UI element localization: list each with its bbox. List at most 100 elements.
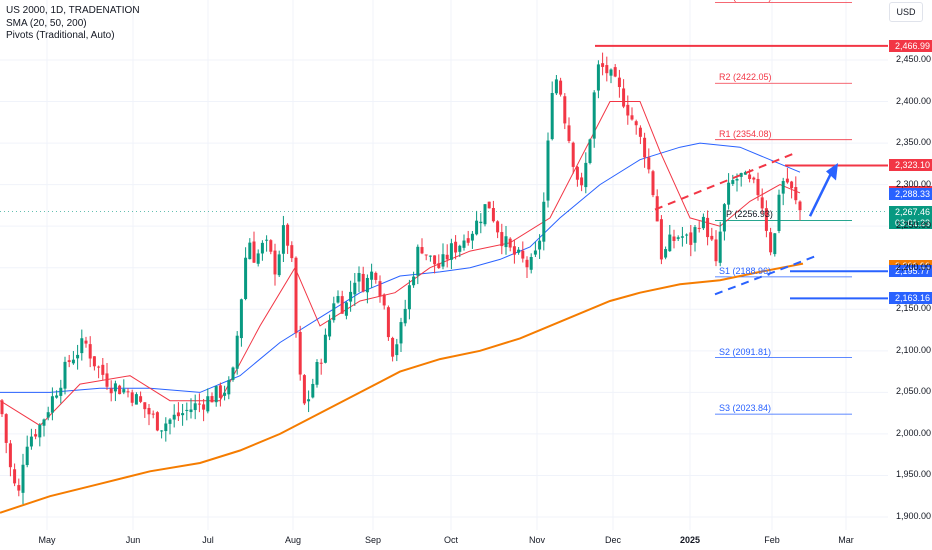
candle-body xyxy=(748,174,752,179)
candle-body xyxy=(252,241,256,263)
candle-body xyxy=(521,250,525,259)
y-axis-label: 2,450.00 xyxy=(896,54,932,64)
candle-body xyxy=(105,373,109,387)
candle-body xyxy=(42,419,46,426)
candle-body xyxy=(130,392,134,403)
candle-body xyxy=(743,172,747,175)
candle-body xyxy=(445,254,449,260)
candle-body xyxy=(328,320,332,337)
x-axis-label: Sep xyxy=(364,535,382,545)
candle-body xyxy=(613,67,617,77)
candle-body xyxy=(609,69,613,76)
x-axis-label: 2025 xyxy=(679,535,701,545)
candle-body xyxy=(412,276,416,286)
candle-body xyxy=(378,281,382,297)
candle-body xyxy=(13,469,17,484)
legend-pivots[interactable]: Pivots (Traditional, Auto) xyxy=(6,30,115,41)
candle-body xyxy=(84,340,88,344)
candle-body xyxy=(416,246,420,276)
candle-body xyxy=(466,238,470,243)
pivot-label: S3 (2023.84) xyxy=(719,403,772,414)
candle-body xyxy=(34,434,38,437)
candle-body xyxy=(475,220,479,235)
sma-20-path xyxy=(0,101,801,427)
currency-button[interactable]: USD xyxy=(889,2,923,22)
candle-body xyxy=(504,236,508,248)
pivot-label: S2 (2091.81) xyxy=(719,346,772,357)
candle-body xyxy=(710,235,714,240)
candle-body xyxy=(479,221,483,224)
candle-body xyxy=(559,80,563,95)
price-badge: 2,195.77 xyxy=(889,265,932,278)
candle-body xyxy=(88,344,92,359)
candle-body xyxy=(798,201,802,211)
candle-body xyxy=(470,233,474,241)
candle-body xyxy=(441,254,445,267)
candle-body xyxy=(239,299,243,339)
candle-body xyxy=(8,443,12,468)
candle-body xyxy=(223,392,227,396)
legend-symbol[interactable]: US 2000, 1D, TRADENATION xyxy=(6,5,140,16)
candle-body xyxy=(449,243,453,260)
candle-body xyxy=(315,361,319,385)
candle-body xyxy=(391,337,395,357)
candle-body xyxy=(298,331,302,375)
x-axis-label: Oct xyxy=(443,535,459,545)
candle-body xyxy=(571,142,575,167)
candle-body xyxy=(172,414,176,420)
x-axis-label: Jul xyxy=(202,535,214,545)
candle-body xyxy=(676,237,680,239)
x-axis-label: Nov xyxy=(528,535,546,545)
candle-body xyxy=(176,412,180,417)
candle-body xyxy=(386,307,390,338)
candle-body xyxy=(227,380,231,395)
candle-body xyxy=(0,400,4,415)
candle-body xyxy=(689,232,693,245)
candle-body xyxy=(256,253,260,264)
candle-body xyxy=(533,250,537,255)
candle-body xyxy=(189,409,193,413)
candle-body xyxy=(752,177,756,180)
candle-body xyxy=(80,338,84,354)
candle-body xyxy=(512,246,516,255)
candle-body xyxy=(4,414,8,443)
y-axis-label: 2,300.00 xyxy=(896,178,932,189)
candle-body xyxy=(785,178,789,183)
candle-body xyxy=(197,403,201,405)
pivot-label: R2 (2422.05) xyxy=(719,72,772,83)
candle-body xyxy=(122,389,126,393)
candle-body xyxy=(349,291,353,302)
candle-body xyxy=(134,394,138,405)
candle-body xyxy=(575,166,579,180)
y-axis-label: 2,400.00 xyxy=(896,95,932,106)
candle-body xyxy=(290,245,294,259)
candle-body xyxy=(97,366,101,368)
candle-body xyxy=(336,296,340,303)
y-axis-label: 2,250.00 xyxy=(896,220,932,231)
pivot-label: S1 (2188.96) xyxy=(719,265,772,276)
candle-body xyxy=(697,227,701,229)
candle-body xyxy=(353,282,357,295)
legend-sma[interactable]: SMA (20, 50, 200) xyxy=(6,17,87,29)
candle-body xyxy=(760,197,764,209)
rising-wedge-lower xyxy=(714,254,819,296)
chart-legend: US 2000, 1D, TRADENATION SMA (20, 50, 20… xyxy=(6,5,140,43)
candle-body xyxy=(193,403,197,411)
candle-body xyxy=(437,263,441,269)
x-axis-label: Mar xyxy=(838,535,854,545)
candle-body xyxy=(685,234,689,236)
candle-body xyxy=(487,201,491,209)
candle-body xyxy=(567,125,571,142)
candle-body xyxy=(630,115,634,120)
candle-body xyxy=(601,63,605,67)
candle-body xyxy=(794,187,798,201)
candle-body xyxy=(202,404,206,410)
y-axis-label: 2,200.00 xyxy=(896,261,932,272)
candle-body xyxy=(286,224,290,246)
candle-body xyxy=(113,383,117,392)
candle-body xyxy=(374,272,378,280)
candle-body xyxy=(395,344,399,356)
candle-body xyxy=(155,412,159,431)
candle-body xyxy=(672,236,676,241)
